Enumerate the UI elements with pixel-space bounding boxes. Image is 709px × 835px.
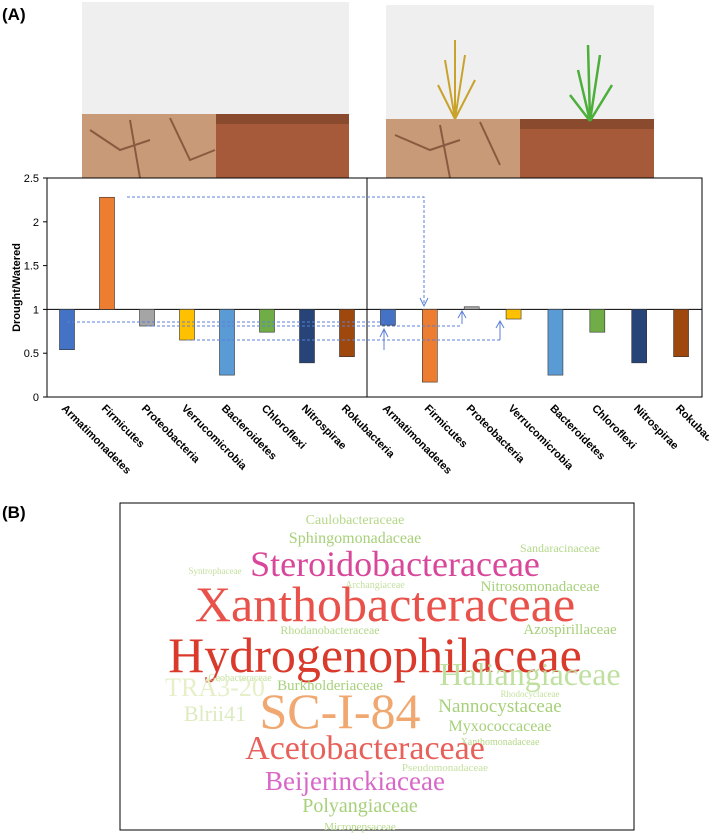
cloud-word: Caulobacteraceae — [306, 513, 405, 528]
cloud-word: Acetobacteraceae — [245, 730, 485, 767]
bar — [99, 196, 115, 310]
cloud-word: Nannocystaceae — [438, 696, 561, 717]
bar — [673, 309, 689, 358]
x-tick-label: Armatimonadetes — [59, 403, 133, 477]
cloud-word: Xanthobacteraceae — [195, 576, 575, 632]
bar — [219, 309, 235, 376]
bar — [589, 309, 606, 333]
cloud-word: Haliangiaceae — [439, 656, 620, 692]
bar — [505, 309, 522, 320]
cloud-word: Hydrogenophilaceae — [168, 627, 582, 683]
y-axis-label: Drought/Watered — [11, 243, 23, 332]
bar — [422, 309, 438, 383]
cloud-word: TRA3-20 — [165, 673, 265, 702]
x-tick-label: Armatimonadetes — [380, 403, 454, 477]
cloud-word: Myxococcaceae — [448, 718, 551, 735]
bar — [179, 309, 195, 341]
cloud-word: Blrii41 — [184, 701, 246, 726]
cloud-word: Rhodanobacteraceae — [280, 623, 379, 637]
y-tick-label: 2.5 — [24, 173, 39, 185]
cloud-word: Syntrophaceae — [189, 566, 242, 576]
plot-frame — [46, 177, 703, 398]
bar — [339, 309, 355, 358]
y-tick-label: 0 — [33, 392, 39, 404]
cloud-word: Archangiaceae — [345, 580, 405, 591]
bar — [259, 309, 275, 333]
word-cloud-frame — [119, 502, 635, 831]
cloud-word: Sphingomonadaceae — [289, 530, 421, 547]
y-tick-label: 1 — [33, 304, 39, 316]
bar — [59, 309, 75, 350]
cloud-word: SC-I-84 — [259, 683, 420, 739]
panel-label: (B) — [2, 503, 26, 522]
cloud-word: Pseudomonadaceae — [402, 762, 488, 774]
cloud-word: Azospirillaceae — [523, 622, 617, 638]
cloud-word: Sandaracinaceae — [520, 541, 600, 555]
bar — [139, 309, 155, 327]
cloud-word: Rhodocyclaceae — [501, 689, 560, 699]
bar — [380, 309, 396, 326]
annotation-arrows — [67, 196, 505, 350]
bar — [299, 309, 315, 364]
cloud-word: Polyangiaceae — [302, 795, 418, 817]
cloud-word: Micropepsaceae — [324, 821, 396, 833]
cloud-word: Burkholderiaceae — [277, 678, 383, 694]
illustration — [82, 2, 654, 179]
panel-label: (A) — [2, 5, 26, 24]
bar — [463, 306, 480, 310]
bar — [547, 309, 564, 376]
y-tick-label: 1.5 — [24, 261, 39, 273]
y-tick-label: 0.5 — [24, 348, 39, 360]
cloud-word: Nitrosomonadaceae — [480, 579, 599, 595]
y-tick-label: 2 — [33, 217, 39, 229]
cloud-word: Xanthomonadaceae — [461, 737, 540, 748]
bar — [631, 309, 647, 364]
cloud-word: Geobacteraceae — [208, 673, 272, 684]
cloud-word: Beijerinckiaceae — [265, 766, 445, 796]
cloud-word: Steroidobacteraceae — [250, 544, 540, 584]
x-tick-label: Rokubacteria — [673, 403, 709, 461]
